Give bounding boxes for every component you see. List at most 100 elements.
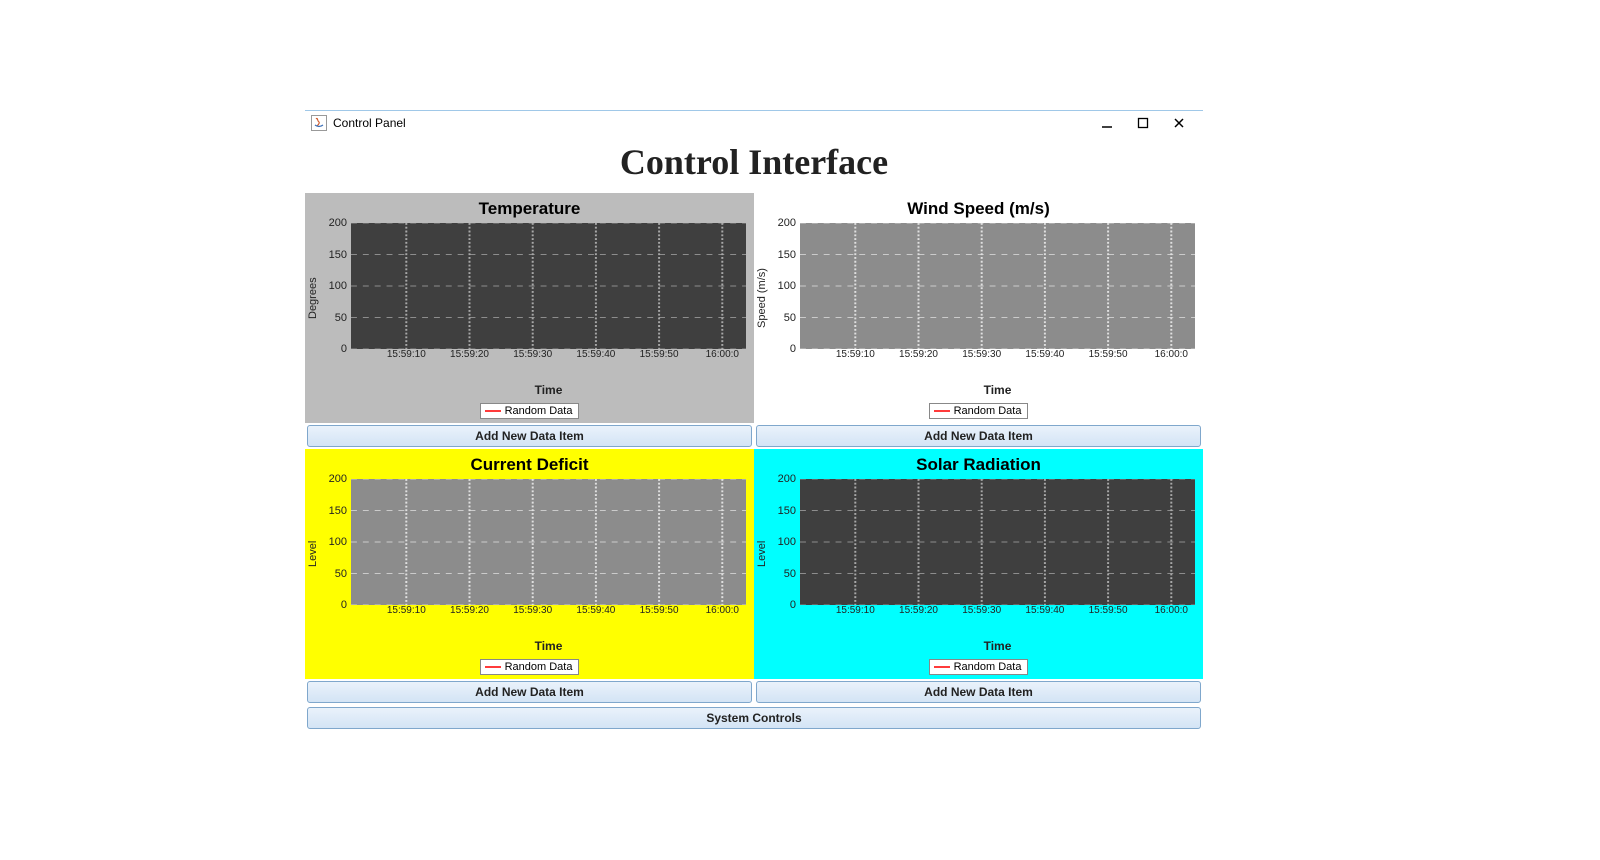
legend: Random Data [305, 629, 754, 679]
x-tick: 15:59:20 [899, 349, 938, 360]
chart-title: Current Deficit [305, 453, 754, 479]
charts-grid: TemperatureDegrees05010015020015:59:1015… [305, 193, 1203, 731]
x-tick: 15:59:30 [962, 605, 1001, 616]
legend-label: Random Data [505, 661, 573, 673]
close-button[interactable] [1161, 113, 1197, 133]
y-ticks: 050100150200 [772, 223, 800, 373]
chart-body: Level05010015020015:59:1015:59:2015:59:3… [754, 479, 1203, 629]
legend-item: Random Data [480, 659, 580, 675]
titlebar: Control Panel [305, 111, 1203, 135]
legend-line-icon [485, 666, 501, 668]
x-tick: 16:00:0 [1155, 605, 1188, 616]
legend-item: Random Data [929, 403, 1029, 419]
x-tick: 15:59:50 [640, 605, 679, 616]
y-tick: 150 [778, 249, 796, 261]
y-ticks: 050100150200 [772, 479, 800, 629]
window-title: Control Panel [333, 116, 406, 130]
legend-line-icon [485, 410, 501, 412]
add-new-data-item-button[interactable]: Add New Data Item [756, 425, 1201, 447]
y-tick: 200 [778, 217, 796, 229]
chart-body: Speed (m/s)05010015020015:59:1015:59:201… [754, 223, 1203, 373]
x-axis-label: Time [351, 639, 746, 653]
x-ticks: 15:59:1015:59:2015:59:3015:59:4015:59:50… [351, 605, 746, 619]
x-ticks: 15:59:10 15:59:20 15:59:30 15:59:40 15:59:50… [351, 349, 746, 363]
minimize-button[interactable] [1089, 113, 1125, 133]
chart-panel-solar-radiation: Solar RadiationLevel 0 50 100 150 200 15:59:10… [754, 449, 1203, 679]
x-tick: 15:59:30 [962, 349, 1001, 360]
plot-area: 15:59:10 15:59:20 15:59:30 15:59:40 15:59:50… [800, 223, 1195, 373]
y-axis-label: Degrees [305, 223, 323, 373]
x-tick: 15:59:10 [387, 605, 426, 616]
y-tick: 50 [784, 568, 796, 580]
y-tick: 100 [778, 536, 796, 548]
chart-panel-current-deficit: Current DeficitLevel 0 50 100 150 200 15:59:10… [305, 449, 754, 679]
x-tick: 15:59:50 [640, 349, 679, 360]
plot-area: 15:59:10 15:59:20 15:59:30 15:59:40 15:59:50… [800, 479, 1195, 629]
x-tick: 15:59:10 [836, 349, 875, 360]
y-tick: 200 [329, 473, 347, 485]
y-tick: 100 [329, 280, 347, 292]
x-tick: 15:59:50 [1089, 349, 1128, 360]
chart-body: Degrees05010015020015:59:1015:59:2015:59… [305, 223, 754, 373]
y-tick: 0 [341, 343, 347, 355]
x-ticks: 15:59:10 15:59:20 15:59:30 15:59:40 15:59:50… [800, 349, 1195, 363]
x-axis-label: Time [351, 383, 746, 397]
legend-line-icon [934, 666, 950, 668]
x-tick: 15:59:20 [450, 349, 489, 360]
y-tick: 200 [329, 217, 347, 229]
x-tick: 15:59:50 [1089, 605, 1128, 616]
x-tick: 15:59:30 [513, 349, 552, 360]
x-tick: 16:00:0 [706, 605, 739, 616]
x-tick: 16:00:0 [706, 349, 739, 360]
add-new-data-item-button[interactable]: Add New Data Item [756, 681, 1201, 703]
java-cup-icon [311, 115, 327, 131]
y-tick: 50 [335, 568, 347, 580]
x-axis-label: Time [800, 639, 1195, 653]
y-tick: 100 [778, 280, 796, 292]
system-controls-button[interactable]: System Controls [307, 707, 1201, 729]
y-tick: 150 [329, 505, 347, 517]
y-tick: 150 [329, 249, 347, 261]
y-ticks: 050100150200 [323, 223, 351, 373]
x-tick: 15:59:10 [836, 605, 875, 616]
add-new-data-item-button[interactable]: Add New Data Item [307, 425, 752, 447]
x-tick: 15:59:40 [576, 349, 615, 360]
y-tick: 150 [778, 505, 796, 517]
x-tick: 15:59:30 [513, 605, 552, 616]
y-axis-label: Level [754, 479, 772, 629]
y-tick: 50 [335, 312, 347, 324]
chart-panel-temperature: TemperatureDegrees05010015020015:59:1015… [305, 193, 754, 423]
x-tick: 16:00:0 [1155, 349, 1188, 360]
y-tick: 0 [790, 343, 796, 355]
x-tick: 15:59:40 [1025, 349, 1064, 360]
add-new-data-item-button[interactable]: Add New Data Item [307, 681, 752, 703]
page-title: Control Interface [305, 135, 1203, 193]
y-tick: 200 [778, 473, 796, 485]
y-tick: 0 [790, 599, 796, 611]
legend-item: Random Data [929, 659, 1029, 675]
x-tick: 15:59:20 [899, 605, 938, 616]
x-tick: 15:59:40 [1025, 605, 1064, 616]
legend: Random Data [754, 373, 1203, 423]
legend-label: Random Data [954, 405, 1022, 417]
plot-area: 15:59:10 15:59:20 15:59:30 15:59:40 15:59:50… [351, 223, 746, 373]
x-tick: 15:59:10 [387, 349, 426, 360]
legend-item: Random Data [480, 403, 580, 419]
y-tick: 100 [329, 536, 347, 548]
x-tick: 15:59:20 [450, 605, 489, 616]
legend-label: Random Data [954, 661, 1022, 673]
chart-title: Solar Radiation [754, 453, 1203, 479]
plot-area: 15:59:1015:59:2015:59:3015:59:4015:59:50… [351, 479, 746, 629]
y-axis-label: Speed (m/s) [754, 223, 772, 373]
x-axis-label: Time [800, 383, 1195, 397]
chart-title: Temperature [305, 197, 754, 223]
y-ticks: 050100150200 [323, 479, 351, 629]
y-axis-label: Level [305, 479, 323, 629]
chart-body: Level05010015020015:59:1015:59:2015:59:3… [305, 479, 754, 629]
y-tick: 50 [784, 312, 796, 324]
chart-title: Wind Speed (m/s) [754, 197, 1203, 223]
chart-panel-wind-speed: Wind Speed (m/s)Speed (m/s) 0 50 100 150 200 1… [754, 193, 1203, 423]
maximize-button[interactable] [1125, 113, 1161, 133]
y-tick: 0 [341, 599, 347, 611]
legend: Random Data [305, 373, 754, 423]
